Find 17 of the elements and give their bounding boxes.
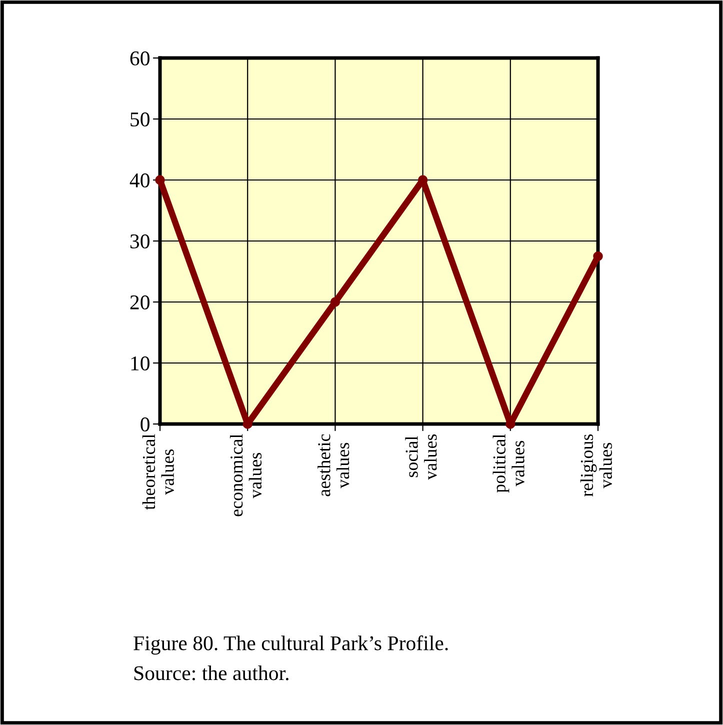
y-tick-label: 60 bbox=[130, 51, 150, 66]
x-tick-label: aesthetic values bbox=[318, 434, 350, 496]
y-tick-label: 50 bbox=[130, 112, 150, 126]
x-tick-label: political values bbox=[492, 434, 524, 493]
y-tick-label: 10 bbox=[131, 356, 150, 370]
point bbox=[330, 297, 340, 307]
x-tick-label: social values bbox=[405, 434, 437, 480]
source-note: Source: the author. bbox=[134, 666, 288, 680]
x-tick-label: religious values bbox=[580, 434, 612, 497]
y-tick-label: 30 bbox=[130, 234, 150, 248]
y-tick-label: 20 bbox=[130, 295, 150, 310]
x-tick-label: economical values bbox=[230, 434, 262, 516]
caption: Figure 80. The cultural Park’s Profile. bbox=[134, 635, 448, 655]
y-tick-label: 40 bbox=[130, 173, 150, 188]
x-tick-label: theoretical values bbox=[142, 434, 174, 510]
y-tick-label: 0 bbox=[140, 417, 150, 432]
point bbox=[593, 251, 603, 262]
